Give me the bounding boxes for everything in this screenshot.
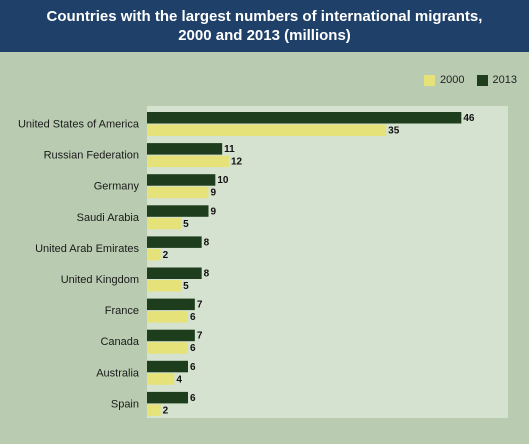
chart-title-line-2: 2000 and 2013 (millions) bbox=[178, 27, 351, 44]
legend-swatch-2013 bbox=[476, 74, 488, 86]
bar-2013-2 bbox=[147, 174, 216, 186]
bar-2013-1 bbox=[147, 143, 223, 155]
value-label-2013-3: 9 bbox=[211, 206, 217, 217]
value-label-2000-9: 2 bbox=[163, 405, 169, 416]
bar-2013-7 bbox=[147, 329, 195, 342]
bar-2000-3 bbox=[147, 217, 182, 230]
category-label-4: United Arab Emirates bbox=[35, 243, 139, 255]
value-label-2013-1: 11 bbox=[224, 144, 235, 155]
bar-2000-1 bbox=[147, 155, 229, 168]
value-label-2013-2: 10 bbox=[217, 175, 229, 186]
bar-2000-9 bbox=[147, 404, 161, 416]
value-label-2000-7: 6 bbox=[190, 343, 196, 354]
bar-2000-4 bbox=[147, 248, 161, 261]
legend-item-2000: 2000 bbox=[424, 74, 465, 86]
value-label-2000-6: 6 bbox=[190, 312, 196, 323]
bar-2013-3 bbox=[147, 205, 209, 217]
legend-label-2000: 2000 bbox=[440, 74, 465, 86]
value-label-2013-8: 6 bbox=[190, 362, 196, 373]
value-label-2013-6: 7 bbox=[197, 300, 203, 311]
legend-item-2013: 2013 bbox=[476, 74, 517, 86]
bar-2013-4 bbox=[147, 236, 202, 248]
bar-2013-8 bbox=[147, 360, 188, 373]
bar-2013-0 bbox=[147, 112, 462, 124]
value-label-2013-9: 6 bbox=[190, 393, 196, 404]
chart-title: Countries with the largest numbers of in… bbox=[0, 0, 529, 52]
value-label-2013-4: 8 bbox=[204, 237, 210, 248]
value-label-2013-5: 8 bbox=[204, 269, 210, 280]
bar-2000-0 bbox=[147, 124, 387, 136]
value-label-2000-3: 5 bbox=[183, 219, 189, 230]
bar-2000-2 bbox=[147, 186, 209, 199]
value-label-2013-7: 7 bbox=[197, 331, 203, 342]
category-label-8: Australia bbox=[96, 367, 140, 379]
value-label-2000-1: 12 bbox=[231, 157, 243, 168]
legend-swatch-2000 bbox=[424, 74, 436, 86]
legend: 2000 2013 bbox=[418, 74, 517, 86]
bar-2013-6 bbox=[147, 298, 195, 311]
bar-2000-7 bbox=[147, 342, 188, 354]
category-label-2: Germany bbox=[94, 181, 140, 193]
category-label-1: Russian Federation bbox=[44, 150, 139, 162]
value-label-2000-2: 9 bbox=[211, 188, 217, 199]
category-label-9: Spain bbox=[111, 398, 139, 410]
category-label-0: United States of America bbox=[18, 119, 140, 131]
bar-2013-9 bbox=[147, 391, 188, 404]
chart-title-line-1: Countries with the largest numbers of in… bbox=[46, 8, 483, 25]
bar-2013-5 bbox=[147, 267, 202, 279]
value-label-2000-0: 35 bbox=[388, 126, 400, 137]
value-label-2013-0: 46 bbox=[463, 113, 475, 124]
bar-2000-5 bbox=[147, 280, 182, 292]
category-label-3: Saudi Arabia bbox=[77, 212, 140, 224]
value-label-2000-5: 5 bbox=[183, 281, 189, 292]
value-label-2000-8: 4 bbox=[176, 374, 182, 385]
category-label-6: France bbox=[105, 305, 139, 317]
category-label-7: Canada bbox=[100, 336, 139, 348]
bar-2000-6 bbox=[147, 311, 188, 323]
legend-label-2013: 2013 bbox=[492, 74, 517, 86]
category-label-5: United Kingdom bbox=[61, 274, 139, 286]
bar-2000-8 bbox=[147, 373, 175, 385]
value-label-2000-4: 2 bbox=[163, 250, 169, 261]
